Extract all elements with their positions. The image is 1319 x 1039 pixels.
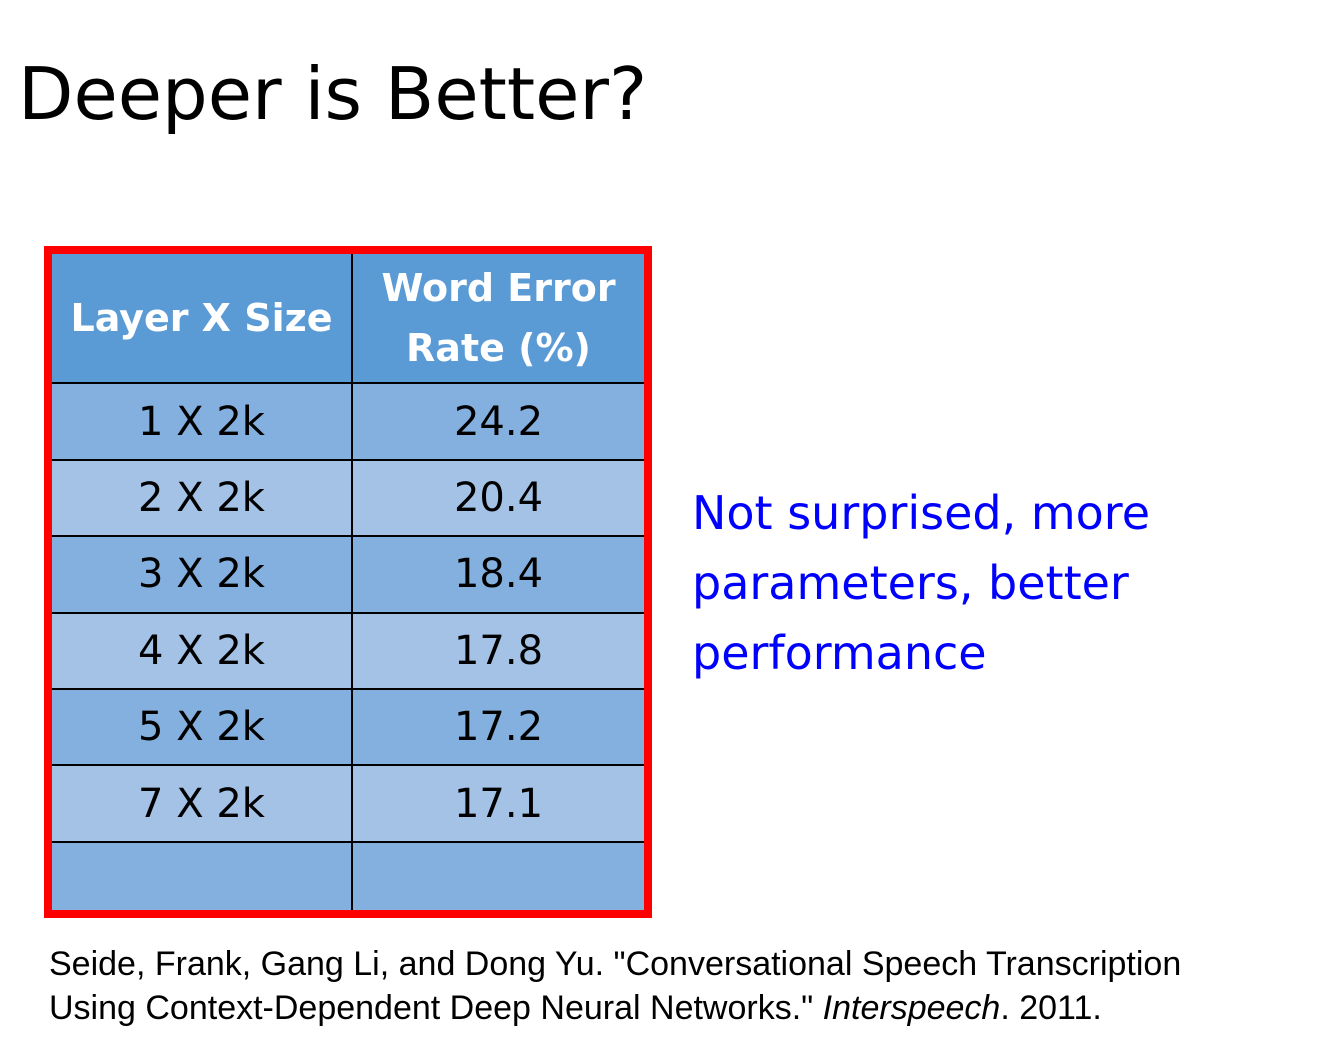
header-wer-line2: Rate (%) — [406, 326, 591, 371]
header-word-error-rate: Word Error Rate (%) — [351, 254, 644, 385]
cell-word-error-rate — [351, 840, 644, 910]
cell-layer-size: 5 X 2k — [52, 687, 353, 767]
table-row-empty — [52, 840, 644, 910]
citation-line-2: Using Context-Dependent Deep Neural Netw… — [49, 986, 1314, 1030]
cell-word-error-rate: 17.8 — [351, 611, 644, 690]
table-row: 5 X 2k 17.2 — [52, 687, 644, 767]
table-row: 7 X 2k 17.1 — [52, 764, 644, 843]
table-header-row: Layer X Size Word Error Rate (%) — [52, 254, 644, 385]
slide-title: Deeper is Better? — [18, 52, 648, 136]
cell-layer-size: 3 X 2k — [52, 535, 353, 614]
cell-layer-size — [52, 840, 353, 910]
side-note: Not surprised, more parameters, better p… — [692, 478, 1292, 688]
cell-word-error-rate: 17.2 — [351, 687, 644, 767]
header-layer-size: Layer X Size — [52, 254, 353, 385]
results-table: Layer X Size Word Error Rate (%) 1 X 2k … — [52, 254, 644, 910]
side-note-line: performance — [692, 626, 987, 680]
results-table-frame: Layer X Size Word Error Rate (%) 1 X 2k … — [44, 246, 652, 918]
table-row: 3 X 2k 18.4 — [52, 535, 644, 614]
cell-layer-size: 2 X 2k — [52, 458, 353, 538]
citation-line-2-prefix: Using Context-Dependent Deep Neural Netw… — [49, 989, 823, 1027]
table-row: 1 X 2k 24.2 — [52, 382, 644, 461]
table-row: 4 X 2k 17.8 — [52, 611, 644, 690]
cell-word-error-rate: 24.2 — [351, 382, 644, 461]
cell-word-error-rate: 20.4 — [351, 458, 644, 538]
table-row: 2 X 2k 20.4 — [52, 458, 644, 538]
side-note-line: Not surprised, more — [692, 486, 1151, 540]
citation-line-1: Seide, Frank, Gang Li, and Dong Yu. "Con… — [49, 945, 1182, 983]
citation-line-2-suffix: . 2011. — [1000, 989, 1102, 1027]
citation-journal: Interspeech — [822, 989, 1001, 1027]
cell-layer-size: 4 X 2k — [52, 611, 353, 690]
cell-word-error-rate: 18.4 — [351, 535, 644, 614]
citation: Seide, Frank, Gang Li, and Dong Yu. "Con… — [49, 942, 1314, 1030]
header-wer-line1: Word Error — [381, 266, 616, 311]
side-note-line: parameters, better — [692, 556, 1129, 610]
cell-layer-size: 7 X 2k — [52, 764, 353, 843]
cell-word-error-rate: 17.1 — [351, 764, 644, 843]
cell-layer-size: 1 X 2k — [52, 382, 353, 461]
